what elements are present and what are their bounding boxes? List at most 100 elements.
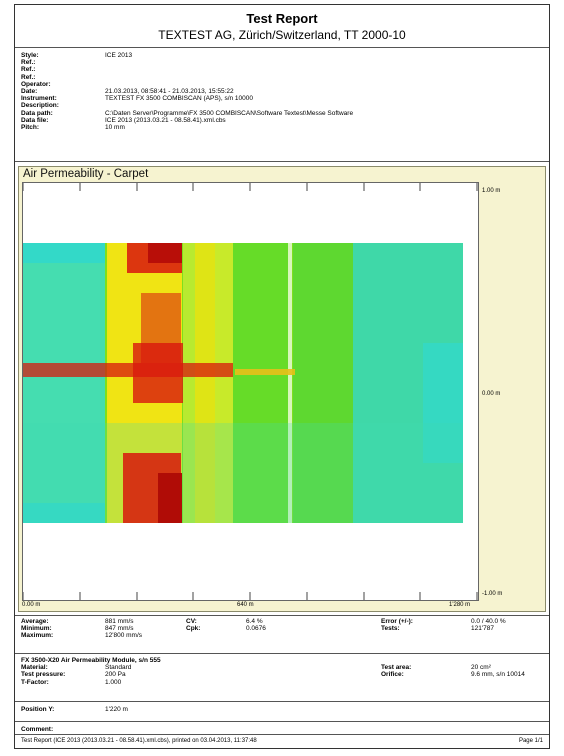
position-row: Position Y: 1'220 m: [21, 706, 128, 713]
kv-label: Average:: [21, 618, 49, 625]
heat-band-low: [423, 343, 463, 463]
kv-value: 12'800 mm/s: [105, 632, 143, 640]
kv-row: Style: ICE 2013: [21, 52, 353, 59]
kv-row: Cpk: 0.0676: [186, 625, 266, 632]
heat-band: [233, 243, 288, 523]
kv-row: Orifice: 9.6 mm, s/n 10014: [381, 671, 525, 678]
comment-label: Comment:: [21, 726, 54, 733]
divider: [15, 615, 549, 616]
kv-value: 847 mm/s: [105, 625, 134, 633]
kv-label: Operator:: [21, 80, 51, 88]
kv-value: ICE 2013 (2013.03.21 - 08.58.41).xml.cbs: [105, 116, 226, 124]
x-tick-label: 0.00 m: [22, 602, 41, 608]
meta-block: Style: ICE 2013 Ref.: Ref.: Ref.: Operator: Da…: [21, 52, 353, 131]
kv-row: Average: 881 mm/s: [21, 618, 142, 625]
module-block: FX 3500-X20 Air Permeability Module, s/n…: [21, 657, 541, 697]
heat-band-high: [235, 369, 295, 375]
kv-row: Ref.:: [21, 59, 353, 66]
divider: [15, 701, 549, 702]
divider: [15, 653, 549, 654]
kv-label: Style:: [21, 52, 39, 59]
kv-label: Data file:: [21, 116, 49, 124]
kv-value: 6.4 %: [246, 618, 263, 625]
heatmap-svg: [23, 183, 478, 600]
kv-row: Ref.:: [21, 74, 353, 81]
module-title: FX 3500-X20 Air Permeability Module, s/n…: [21, 657, 161, 664]
kv-row: CV: 6.4 %: [186, 618, 266, 625]
kv-label: Test pressure:: [21, 671, 66, 679]
kv-row: Minimum: 847 mm/s: [21, 625, 142, 632]
kv-row: Date: 21.03.2013, 08:58:41 - 21.03.2013, …: [21, 88, 353, 95]
chart-title: Air Permeability - Carpet: [23, 168, 149, 180]
kv-value: Standard: [105, 664, 132, 672]
kv-label: Date:: [21, 88, 38, 96]
kv-label: Maximum:: [21, 632, 54, 640]
kv-value: 1.000: [105, 678, 122, 686]
kv-row: Operator:: [21, 81, 353, 88]
heat-peak: [148, 243, 182, 263]
page-number: Page 1/1: [518, 738, 543, 744]
x-tick-label: 640 m: [237, 602, 254, 608]
module-right: Test area: 20 cm² Orifice: 9.6 mm, s/n 1001…: [381, 664, 525, 678]
divider: [15, 721, 549, 722]
kv-label: Minimum:: [21, 625, 52, 633]
kv-row: Error (+/-): 0.0 / 40.0 %: [381, 618, 506, 625]
position-value: 1'220 m: [105, 706, 128, 713]
report-title: Test Report: [246, 11, 318, 26]
chart-panel: Air Permeability - Carpet 1.00 m 0.00 m …: [18, 166, 546, 612]
kv-value: 10 mm: [105, 124, 125, 132]
kv-label: Instrument:: [21, 95, 57, 103]
kv-label: Ref.:: [21, 66, 36, 74]
kv-value: 0.0676: [246, 625, 266, 633]
heat-band-low: [23, 423, 463, 523]
stats-col-1: Average: 881 mm/s Minimum: 847 mm/s Maximum:…: [21, 618, 142, 640]
kv-label: Cpk:: [186, 625, 201, 633]
kv-label: Description:: [21, 102, 59, 110]
report-header: Test Report TEXTEST AG, Zürich/Switzerla…: [15, 5, 549, 48]
y-tick-label: 0.00 m: [482, 391, 501, 397]
kv-value: 121'787: [471, 625, 494, 633]
kv-value: 20 cm²: [471, 664, 491, 672]
kv-value: 881 mm/s: [105, 618, 134, 625]
kv-value: C:\Daten Server\Programme\FX 3500 COMBIS…: [105, 109, 354, 117]
stats-col-3: Error (+/-): 0.0 / 40.0 % Tests: 121'787: [381, 618, 506, 632]
kv-row: Data file: ICE 2013 (2013.03.21 - 08.58.4…: [21, 117, 353, 124]
report-page: Test Report TEXTEST AG, Zürich/Switzerla…: [14, 4, 550, 749]
heat-band-low: [23, 263, 105, 503]
kv-row: Tests: 121'787: [381, 625, 506, 632]
kv-label: T-Factor:: [21, 678, 49, 686]
divider: [15, 734, 549, 735]
footer-text: Test Report (ICE 2013 (2013.03.21 - 08.5…: [21, 738, 257, 744]
kv-label: Ref.:: [21, 59, 36, 67]
kv-label: Test area:: [381, 664, 412, 672]
heat-band-high: [183, 243, 195, 523]
kv-label: Orifice:: [381, 671, 404, 679]
kv-label: Pitch:: [21, 124, 40, 132]
kv-value: 9.6 mm, s/n 10014: [471, 671, 525, 679]
kv-value: TEXTEST FX 3500 COMBISCAN (APS), s/n 100…: [105, 95, 253, 103]
kv-value: 200 Pa: [105, 671, 126, 679]
kv-value: 0.0 / 40.0 %: [471, 618, 506, 625]
kv-row: Ref.:: [21, 66, 353, 73]
y-tick-label: -1.00 m: [482, 591, 503, 597]
kv-row: Data path: C:\Daten Server\Programme\FX 3…: [21, 110, 353, 117]
divider: [15, 161, 549, 162]
kv-row: T-Factor: 1.000: [21, 679, 131, 686]
position-label: Position Y:: [21, 706, 55, 713]
kv-value: ICE 2013: [105, 52, 133, 59]
kv-row: Material: Standard: [21, 664, 131, 671]
kv-row: Test pressure: 200 Pa: [21, 671, 131, 678]
kv-row: Pitch: 10 mm: [21, 124, 353, 131]
report-subtitle: TEXTEST AG, Zürich/Switzerland, TT 2000-…: [158, 28, 406, 42]
heat-peak: [23, 363, 233, 377]
heat-band-high: [195, 243, 215, 523]
stats-col-2: CV: 6.4 % Cpk: 0.0676: [186, 618, 266, 632]
kv-row: Description:: [21, 102, 353, 109]
kv-value: 21.03.2013, 08:58:41 - 21.03.2013, 15:55…: [105, 88, 234, 96]
heat-band-high: [215, 243, 233, 523]
heat-peak: [133, 343, 183, 403]
kv-label: Data path:: [21, 109, 53, 117]
x-tick-label: 1'280 m: [449, 602, 471, 608]
module-left: Material: Standard Test pressure: 200 Pa T-F…: [21, 664, 131, 686]
heat-peak: [158, 473, 182, 523]
